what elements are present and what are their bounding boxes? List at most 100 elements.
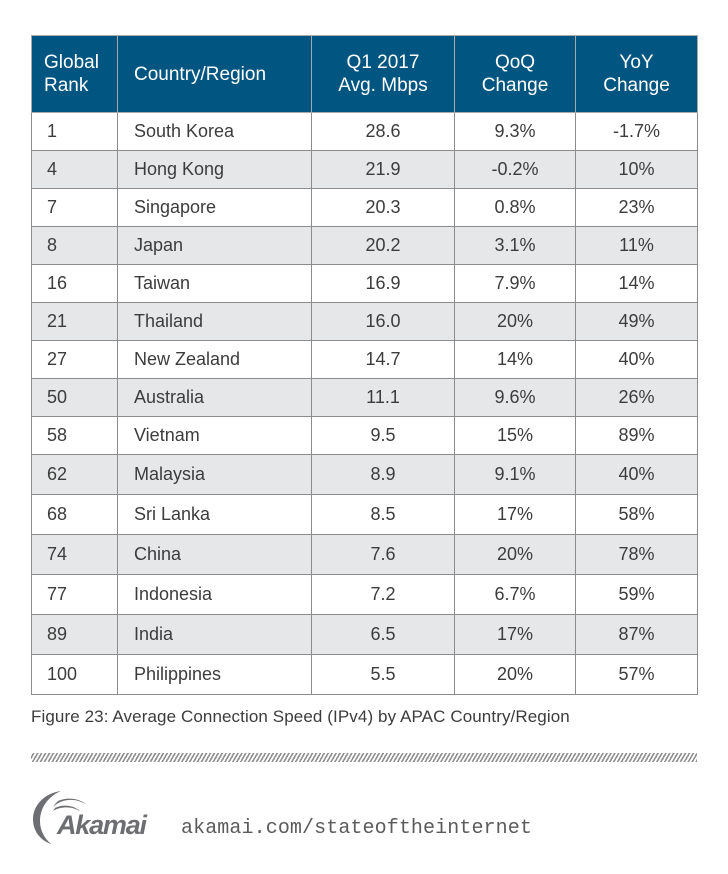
table-row: 89 India 6.5 17% 87% xyxy=(31,614,698,655)
footer-url: akamai.com/stateoftheinternet xyxy=(181,817,532,840)
table-row: 1 South Korea 28.6 9.3% -1.7% xyxy=(31,112,698,151)
rank-cell: 4 xyxy=(31,150,118,189)
country-cell: Japan xyxy=(117,226,312,265)
hatched-divider xyxy=(31,753,697,762)
avg-mbps-cell: 20.3 xyxy=(311,188,455,227)
qoq-change-cell: 17% xyxy=(454,494,576,535)
qoq-change-cell: 0.8% xyxy=(454,188,576,227)
avg-mbps-cell: 5.5 xyxy=(311,654,455,695)
rank-cell: 27 xyxy=(31,340,118,379)
country-cell: India xyxy=(117,614,312,655)
yoy-change-cell: 49% xyxy=(575,302,698,341)
header-line: QoQ xyxy=(494,52,536,73)
qoq-change-cell: 20% xyxy=(454,534,576,575)
avg-mbps-cell: 9.5 xyxy=(311,416,455,455)
yoy-change-cell: 57% xyxy=(575,654,698,695)
header-line: Q1 2017 xyxy=(346,52,420,73)
header-line: Rank xyxy=(44,75,89,96)
avg-mbps-cell: 20.2 xyxy=(311,226,455,265)
header-line: Global xyxy=(44,52,99,73)
figure-caption: Figure 23: Average Connection Speed (IPv… xyxy=(31,707,570,726)
yoy-change-cell: -1.7% xyxy=(575,112,698,151)
table-row: 7 Singapore 20.3 0.8% 23% xyxy=(31,188,698,227)
akamai-logo-text: Akamai xyxy=(57,810,147,840)
yoy-change-cell: 40% xyxy=(575,340,698,379)
apac-connection-speed-table: Global Rank Country/Region Q1 2017 Avg. … xyxy=(31,35,698,695)
country-cell: Malaysia xyxy=(117,454,312,495)
qoq-change-cell: 9.3% xyxy=(454,112,576,151)
table-row: 100 Philippines 5.5 20% 57% xyxy=(31,654,698,695)
yoy-change-cell: 59% xyxy=(575,574,698,615)
yoy-change-cell: 89% xyxy=(575,416,698,455)
country-cell: Hong Kong xyxy=(117,150,312,189)
country-cell: Singapore xyxy=(117,188,312,227)
avg-mbps-cell: 16.9 xyxy=(311,264,455,303)
qoq-change-cell: 15% xyxy=(454,416,576,455)
qoq-change-cell: 7.9% xyxy=(454,264,576,303)
yoy-change-cell: 40% xyxy=(575,454,698,495)
table-row: 62 Malaysia 8.9 9.1% 40% xyxy=(31,454,698,495)
avg-mbps-cell: 21.9 xyxy=(311,150,455,189)
avg-mbps-cell: 6.5 xyxy=(311,614,455,655)
yoy-change-cell: 58% xyxy=(575,494,698,535)
header-line: Avg. Mbps xyxy=(338,75,428,96)
yoy-change-cell: 11% xyxy=(575,226,698,265)
rank-cell: 8 xyxy=(31,226,118,265)
avg-mbps-cell: 16.0 xyxy=(311,302,455,341)
avg-mbps-cell: 8.5 xyxy=(311,494,455,535)
rank-cell: 89 xyxy=(31,614,118,655)
header-yoy-change: YoY Change xyxy=(575,35,698,113)
rank-cell: 50 xyxy=(31,378,118,417)
yoy-change-cell: 10% xyxy=(575,150,698,189)
rank-cell: 77 xyxy=(31,574,118,615)
qoq-change-cell: 20% xyxy=(454,302,576,341)
akamai-wave-icon xyxy=(33,791,87,844)
yoy-change-cell: 14% xyxy=(575,264,698,303)
country-cell: Vietnam xyxy=(117,416,312,455)
qoq-change-cell: 14% xyxy=(454,340,576,379)
yoy-change-cell: 78% xyxy=(575,534,698,575)
table-row: 8 Japan 20.2 3.1% 11% xyxy=(31,226,698,265)
avg-mbps-cell: 8.9 xyxy=(311,454,455,495)
country-cell: Thailand xyxy=(117,302,312,341)
yoy-change-cell: 23% xyxy=(575,188,698,227)
header-line: Change xyxy=(603,75,670,96)
rank-cell: 21 xyxy=(31,302,118,341)
table-row: 21 Thailand 16.0 20% 49% xyxy=(31,302,698,341)
table-row: 58 Vietnam 9.5 15% 89% xyxy=(31,416,698,455)
rank-cell: 58 xyxy=(31,416,118,455)
rank-cell: 68 xyxy=(31,494,118,535)
speed-table-container: Global Rank Country/Region Q1 2017 Avg. … xyxy=(31,35,698,695)
header-line: Change xyxy=(481,75,549,96)
header-line: YoY xyxy=(619,52,654,73)
avg-mbps-cell: 14.7 xyxy=(311,340,455,379)
qoq-change-cell: 9.1% xyxy=(454,454,576,495)
country-cell: New Zealand xyxy=(117,340,312,379)
header-country-region: Country/Region xyxy=(117,35,312,113)
country-cell: China xyxy=(117,534,312,575)
rank-cell: 7 xyxy=(31,188,118,227)
table-row: 16 Taiwan 16.9 7.9% 14% xyxy=(31,264,698,303)
qoq-change-cell: 17% xyxy=(454,614,576,655)
qoq-change-cell: 20% xyxy=(454,654,576,695)
qoq-change-cell: 3.1% xyxy=(454,226,576,265)
header-global-rank: Global Rank xyxy=(31,35,118,113)
rank-cell: 1 xyxy=(31,112,118,151)
rank-cell: 62 xyxy=(31,454,118,495)
akamai-logo: Akamai xyxy=(31,788,161,846)
header-line: Country/Region xyxy=(134,63,267,85)
table-row: 50 Australia 11.1 9.6% 26% xyxy=(31,378,698,417)
header-qoq-change: QoQ Change xyxy=(454,35,576,113)
table-header-row: Global Rank Country/Region Q1 2017 Avg. … xyxy=(31,35,698,113)
avg-mbps-cell: 11.1 xyxy=(311,378,455,417)
country-cell: Sri Lanka xyxy=(117,494,312,535)
table-body: 1 South Korea 28.6 9.3% -1.7% 4 Hong Kong 21.9-… xyxy=(31,112,698,695)
table-row: 4 Hong Kong 21.9 -0.2% 10% xyxy=(31,150,698,189)
country-cell: Taiwan xyxy=(117,264,312,303)
avg-mbps-cell: 28.6 xyxy=(311,112,455,151)
country-cell: Philippines xyxy=(117,654,312,695)
rank-cell: 100 xyxy=(31,654,118,695)
qoq-change-cell: 9.6% xyxy=(454,378,576,417)
country-cell: Australia xyxy=(117,378,312,417)
yoy-change-cell: 87% xyxy=(575,614,698,655)
